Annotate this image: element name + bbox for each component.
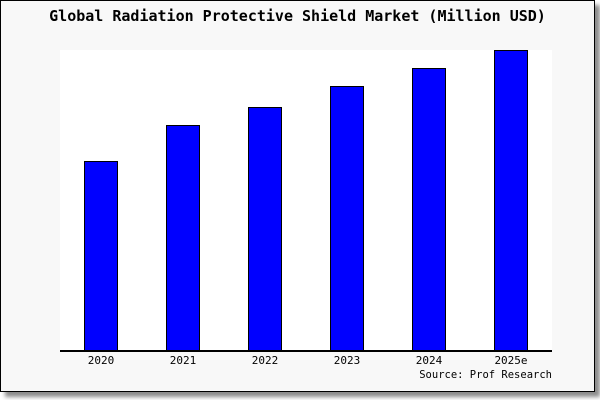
bar-slot <box>224 50 306 351</box>
bar-2024 <box>412 68 446 351</box>
chart-title: Global Radiation Protective Shield Marke… <box>49 7 546 25</box>
x-axis-line <box>60 350 552 352</box>
x-tick-label: 2020 <box>87 354 115 367</box>
plot-area <box>60 50 552 351</box>
bar-slot <box>306 50 388 351</box>
bars-container <box>60 50 552 351</box>
x-axis-tick-labels: 2020 2021 2022 2023 2024 2025e <box>60 355 552 367</box>
bar-slot <box>60 50 142 351</box>
x-tick-label: 2024 <box>415 354 443 367</box>
bar-2022 <box>248 107 282 351</box>
source-note: Source: Prof Research <box>419 369 552 381</box>
chart-frame: Global Radiation Protective Shield Marke… <box>0 0 595 392</box>
bar-slot <box>470 50 552 351</box>
bar-2021 <box>166 125 200 351</box>
x-tick-label: 2022 <box>251 354 279 367</box>
x-tick-label: 2023 <box>333 354 361 367</box>
bar-2025e <box>494 50 528 351</box>
bar-2020 <box>84 161 118 351</box>
bar-2023 <box>330 86 364 351</box>
bar-slot <box>142 50 224 351</box>
bar-slot <box>388 50 470 351</box>
x-tick-label: 2025e <box>494 354 528 367</box>
x-tick-label: 2021 <box>169 354 197 367</box>
